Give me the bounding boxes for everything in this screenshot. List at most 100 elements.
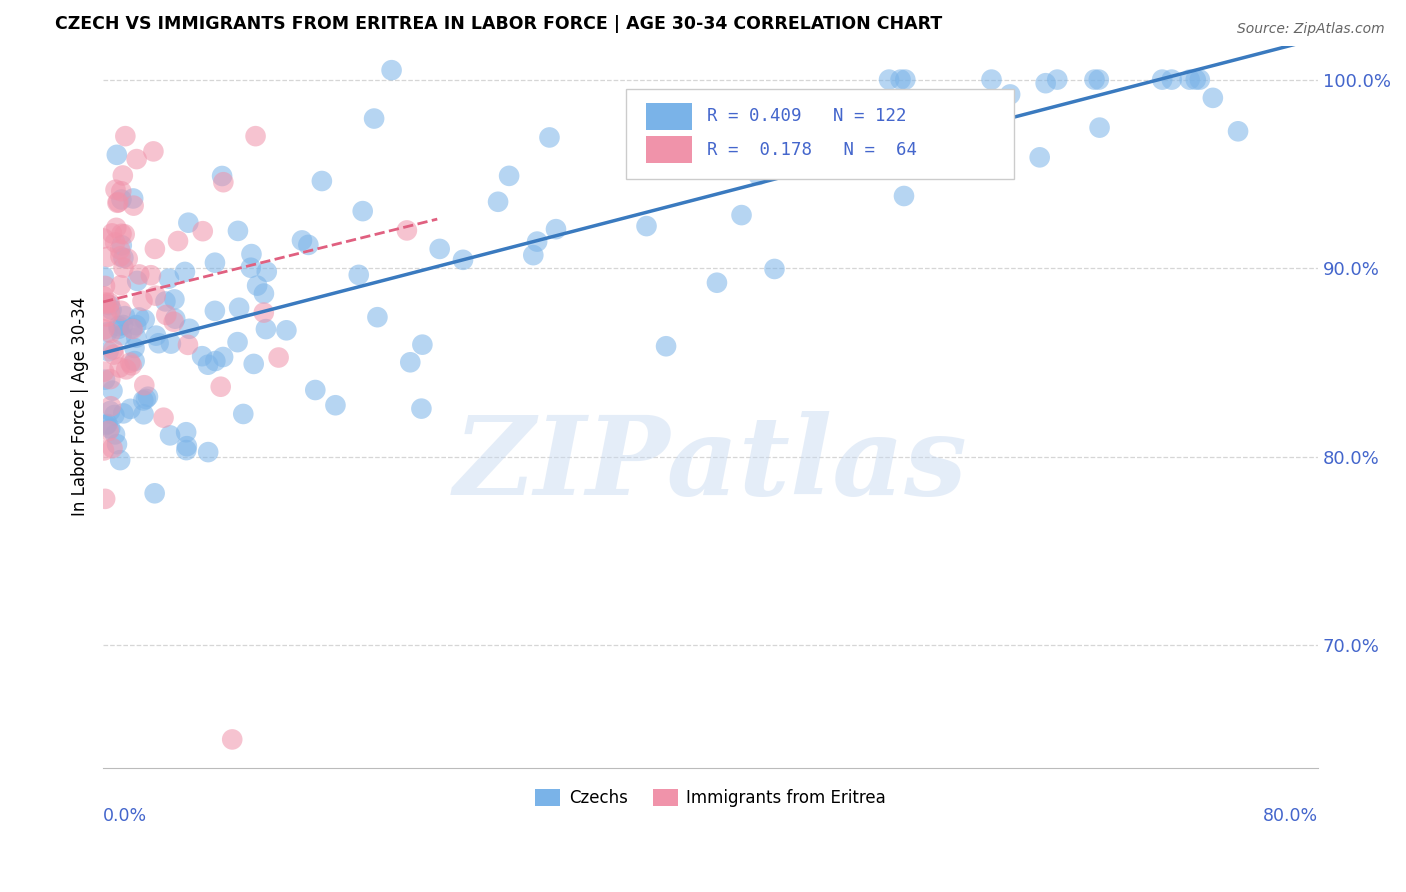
Point [890, 72, 912, 87]
Point [730, 208, 752, 222]
Point [108, 453, 131, 467]
Point [97, 424, 120, 438]
Point [105, 437, 128, 451]
Point [125, 330, 148, 344]
Point [544, 222, 567, 236]
Point [101, 227, 124, 241]
Point [134, 378, 156, 392]
Point [197, 445, 219, 459]
Point [93, 443, 115, 458]
Point [135, 392, 157, 406]
Point [877, 72, 900, 87]
Point [526, 235, 548, 249]
Point [311, 174, 333, 188]
Point [174, 265, 197, 279]
Point [93, 269, 115, 284]
Point [110, 328, 132, 343]
Point [128, 310, 150, 325]
Point [114, 227, 136, 242]
Point [98, 421, 121, 435]
Text: 80.0%: 80.0% [1263, 807, 1319, 825]
Point [176, 443, 198, 458]
Point [94, 491, 117, 506]
Point [98, 372, 121, 386]
Point [148, 336, 170, 351]
Point [155, 294, 177, 309]
Point [143, 486, 166, 500]
FancyBboxPatch shape [626, 89, 1014, 179]
Point [122, 191, 145, 205]
Point [139, 268, 162, 283]
Point [112, 260, 135, 275]
Point [98, 298, 121, 312]
Point [121, 321, 143, 335]
Point [246, 278, 269, 293]
Point [1227, 124, 1250, 138]
Point [117, 252, 139, 266]
Point [111, 169, 134, 183]
Point [121, 322, 143, 336]
Point [110, 249, 132, 263]
Point [100, 326, 122, 340]
Point [1035, 76, 1057, 90]
Point [100, 399, 122, 413]
Point [211, 169, 233, 183]
Text: R =  0.178   N =  64: R = 0.178 N = 64 [707, 141, 917, 159]
Text: ZIPatlas: ZIPatlas [454, 410, 967, 518]
Point [498, 169, 520, 183]
Point [145, 288, 167, 302]
Point [105, 148, 128, 162]
Point [221, 732, 243, 747]
Point [240, 247, 263, 261]
Point [155, 308, 177, 322]
Point [253, 305, 276, 319]
Point [276, 323, 298, 337]
Point [131, 293, 153, 308]
Point [1178, 72, 1201, 87]
Point [103, 348, 125, 362]
Bar [647, 136, 692, 163]
Point [451, 252, 474, 267]
Point [98, 305, 121, 319]
Point [297, 238, 319, 252]
Point [96, 250, 118, 264]
Point [197, 358, 219, 372]
Bar [647, 103, 692, 130]
Point [93, 289, 115, 303]
Point [93, 231, 115, 245]
Point [101, 384, 124, 398]
Point [101, 441, 124, 455]
Point [1046, 72, 1069, 87]
Point [366, 310, 388, 325]
Text: Source: ZipAtlas.com: Source: ZipAtlas.com [1237, 22, 1385, 37]
Point [159, 428, 181, 442]
Point [304, 383, 326, 397]
Point [212, 175, 235, 189]
Point [363, 112, 385, 126]
Point [226, 335, 249, 350]
Point [98, 404, 121, 418]
Point [128, 268, 150, 282]
Text: R = 0.409   N = 122: R = 0.409 N = 122 [707, 107, 907, 126]
Point [107, 322, 129, 336]
Point [204, 304, 226, 318]
Point [1160, 72, 1182, 87]
Point [204, 354, 226, 368]
Point [103, 408, 125, 422]
Point [486, 194, 509, 209]
Point [1028, 150, 1050, 164]
Point [136, 390, 159, 404]
Point [226, 224, 249, 238]
Point [894, 72, 917, 87]
Point [160, 336, 183, 351]
Point [399, 355, 422, 369]
Point [381, 63, 404, 78]
Point [94, 373, 117, 387]
Point [411, 401, 433, 416]
Point [763, 262, 786, 277]
Y-axis label: In Labor Force | Age 30-34: In Labor Force | Age 30-34 [72, 297, 89, 516]
Point [107, 195, 129, 210]
Point [122, 199, 145, 213]
Point [107, 319, 129, 334]
Point [267, 351, 290, 365]
